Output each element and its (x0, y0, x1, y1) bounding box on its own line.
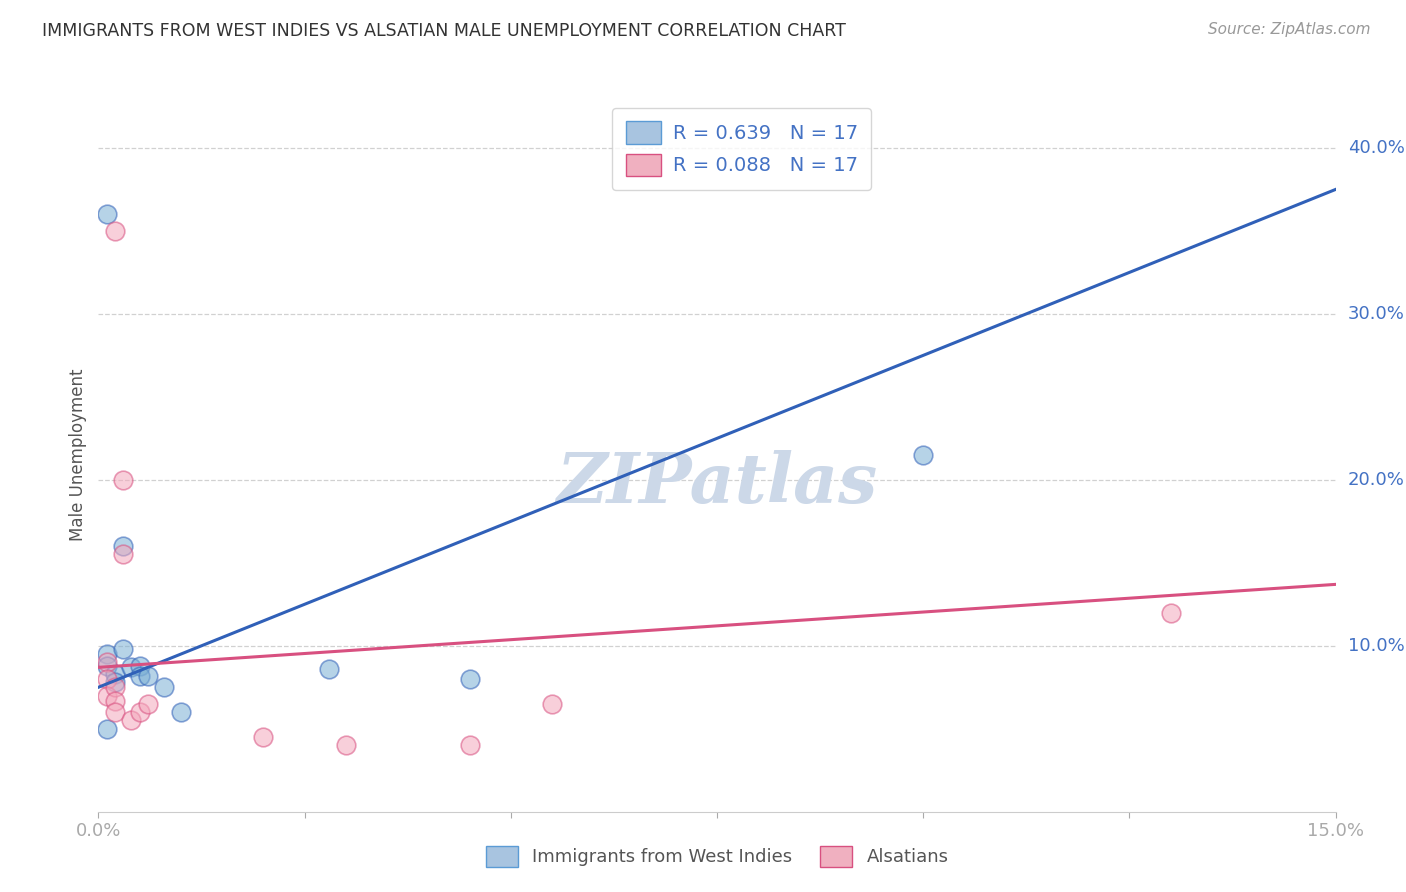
Point (120, 660, 142, 674)
Point (112, 642, 135, 657)
Point (128, 658, 150, 673)
Point (96, 647, 118, 661)
Point (112, 539, 135, 553)
Text: IMMIGRANTS FROM WEST INDIES VS ALSATIAN MALE UNEMPLOYMENT CORRELATION CHART: IMMIGRANTS FROM WEST INDIES VS ALSATIAN … (42, 22, 846, 40)
Text: 30.0%: 30.0% (1348, 305, 1405, 323)
Point (104, 667, 127, 681)
Point (170, 705, 193, 719)
Point (128, 705, 150, 719)
Point (96, 658, 118, 673)
Point (104, 705, 127, 719)
Point (104, 693, 127, 707)
Point (96, 672, 118, 686)
Legend: Immigrants from West Indies, Alsatians: Immigrants from West Indies, Alsatians (478, 838, 956, 874)
Point (318, 662, 340, 676)
Text: 40.0%: 40.0% (1348, 139, 1405, 157)
Point (458, 739, 481, 753)
Point (541, 697, 564, 711)
Point (458, 672, 481, 686)
Text: Source: ZipAtlas.com: Source: ZipAtlas.com (1208, 22, 1371, 37)
Text: ZIPatlas: ZIPatlas (557, 450, 877, 517)
Point (136, 668, 159, 682)
Point (96, 207, 118, 221)
Point (96, 722, 118, 736)
Y-axis label: Male Unemployment: Male Unemployment (69, 368, 87, 541)
Point (252, 730, 274, 744)
Point (1160, 606, 1182, 620)
Point (96, 656, 118, 670)
Point (128, 668, 150, 682)
Point (104, 675, 127, 690)
Point (335, 739, 357, 753)
Point (112, 473, 135, 487)
Point (136, 697, 159, 711)
Point (112, 548, 135, 562)
Point (96, 689, 118, 703)
Point (912, 448, 935, 462)
Point (104, 224, 127, 238)
Point (104, 680, 127, 694)
Text: 20.0%: 20.0% (1348, 471, 1405, 489)
Point (153, 680, 176, 694)
Point (120, 714, 142, 728)
Text: 10.0%: 10.0% (1348, 637, 1405, 655)
